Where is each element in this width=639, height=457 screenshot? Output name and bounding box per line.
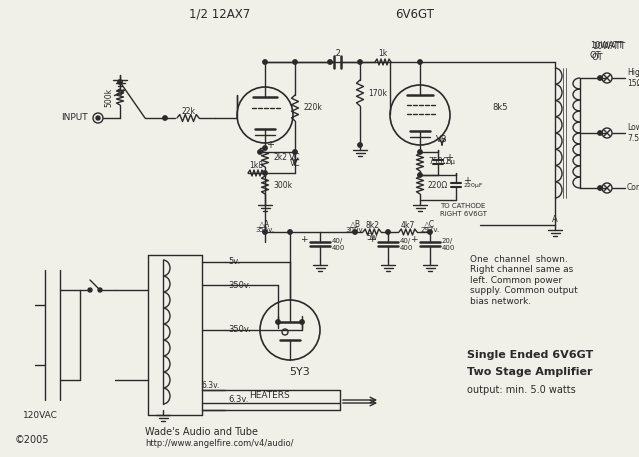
Circle shape [276, 320, 280, 324]
Circle shape [418, 150, 422, 154]
Text: 5w: 5w [366, 234, 378, 243]
Text: 8k2: 8k2 [365, 220, 379, 229]
Text: 6.3v.: 6.3v. [202, 381, 220, 389]
Text: 40/
400: 40/ 400 [332, 238, 345, 250]
Text: 350v.: 350v. [228, 325, 251, 335]
Text: TO CATHODE
RIGHT 6V6GT: TO CATHODE RIGHT 6V6GT [440, 203, 487, 217]
Circle shape [118, 80, 122, 84]
Text: 220μF: 220μF [464, 182, 484, 187]
Text: VC: VC [289, 159, 300, 168]
Text: OT: OT [590, 52, 602, 60]
Circle shape [358, 143, 362, 147]
Circle shape [263, 146, 267, 150]
Text: 355v.: 355v. [256, 227, 275, 233]
Circle shape [353, 230, 357, 234]
Circle shape [598, 76, 602, 80]
Circle shape [427, 230, 432, 234]
Circle shape [88, 288, 92, 292]
Text: 4k7: 4k7 [401, 220, 415, 229]
Text: 2k2: 2k2 [273, 154, 287, 163]
Circle shape [263, 60, 267, 64]
Circle shape [598, 131, 602, 135]
Text: +: + [266, 140, 274, 150]
Text: △B: △B [350, 219, 360, 228]
Circle shape [293, 60, 297, 64]
Text: VC: VC [289, 154, 301, 163]
Text: △C: △C [424, 219, 436, 228]
Text: 6.3v.: 6.3v. [228, 395, 249, 404]
Circle shape [263, 230, 267, 234]
Text: +: + [445, 153, 453, 163]
Text: 300k: 300k [273, 181, 292, 190]
Text: Low
7.5Ω: Low 7.5Ω [627, 123, 639, 143]
Circle shape [418, 60, 422, 64]
Text: 5μ: 5μ [446, 159, 455, 165]
Text: VB: VB [436, 135, 448, 144]
Text: 10WATT: 10WATT [590, 41, 623, 49]
Text: 297v.: 297v. [420, 227, 440, 233]
Text: 10WATT
OT: 10WATT OT [592, 43, 625, 62]
Text: 220k: 220k [303, 103, 322, 112]
Text: 5v.: 5v. [228, 257, 240, 266]
Text: 500k: 500k [104, 87, 113, 106]
Text: Com: Com [627, 184, 639, 192]
Text: 20/
400: 20/ 400 [442, 238, 456, 250]
Text: A: A [552, 216, 558, 224]
Circle shape [418, 173, 422, 177]
Text: 1k: 1k [378, 49, 388, 58]
Circle shape [293, 150, 297, 154]
Circle shape [358, 60, 362, 64]
Text: 300v.: 300v. [345, 227, 365, 233]
Text: http://www.angelfire.com/v4/audio/: http://www.angelfire.com/v4/audio/ [145, 439, 293, 447]
Text: HEATERS: HEATERS [250, 390, 290, 399]
Text: +: + [300, 235, 308, 244]
Text: 220Ω: 220Ω [428, 181, 448, 190]
Circle shape [96, 116, 100, 120]
Text: High
15Ω: High 15Ω [627, 68, 639, 88]
Circle shape [598, 186, 602, 190]
Text: 6V6GT: 6V6GT [396, 7, 435, 21]
Text: 1k8: 1k8 [249, 161, 263, 170]
Circle shape [300, 320, 304, 324]
Text: ©2005: ©2005 [15, 435, 49, 445]
Circle shape [163, 116, 167, 120]
Text: 350v.: 350v. [228, 281, 251, 289]
Text: +: + [410, 235, 418, 244]
Text: INPUT: INPUT [61, 113, 88, 122]
Circle shape [98, 288, 102, 292]
Circle shape [258, 150, 262, 154]
Text: Single Ended 6V6GT: Single Ended 6V6GT [467, 350, 593, 360]
Text: 22k: 22k [181, 106, 195, 116]
Text: 8k5: 8k5 [492, 103, 508, 112]
Text: +: + [463, 176, 471, 186]
Text: 120VAC: 120VAC [22, 410, 58, 420]
Text: 750Ω: 750Ω [428, 158, 449, 166]
Text: 170k: 170k [368, 89, 387, 97]
Text: △A: △A [259, 219, 270, 228]
Circle shape [288, 230, 292, 234]
Text: Wade's Audio and Tube: Wade's Audio and Tube [145, 427, 258, 437]
Circle shape [386, 230, 390, 234]
Circle shape [263, 171, 267, 175]
Text: One  channel  shown.
Right channel same as
left. Common power
supply. Common out: One channel shown. Right channel same as… [470, 255, 578, 306]
Text: Two Stage Amplifier: Two Stage Amplifier [467, 367, 592, 377]
Text: 40/
400: 40/ 400 [400, 238, 413, 250]
Text: .2: .2 [333, 49, 341, 58]
Text: +: + [369, 235, 376, 244]
Text: 5Y3: 5Y3 [289, 367, 311, 377]
Text: 1/2 12AX7: 1/2 12AX7 [189, 7, 250, 21]
Circle shape [328, 60, 332, 64]
Text: output: min. 5.0 watts: output: min. 5.0 watts [467, 385, 576, 395]
